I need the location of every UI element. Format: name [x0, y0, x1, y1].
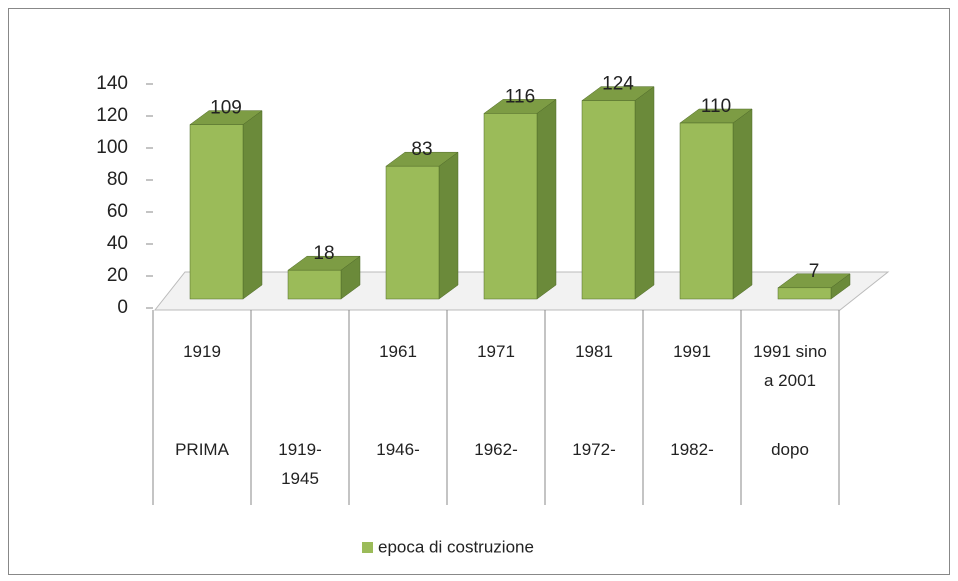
legend-swatch	[362, 542, 373, 553]
bar	[679, 122, 734, 300]
bar-side	[536, 98, 557, 300]
y-tick-label: 100	[96, 137, 128, 158]
y-tick-label: 20	[107, 265, 128, 286]
bar	[581, 100, 636, 300]
x-tick-label: 1991 sino a 2001	[753, 342, 827, 390]
x-tick-label: 1972-	[572, 440, 616, 459]
x-tick-label: 1981	[575, 342, 613, 361]
x-tick-label: 1982-	[670, 440, 714, 459]
legend-label: epoca di costruzione	[378, 537, 534, 556]
data-label: 83	[411, 139, 432, 160]
data-label: 7	[809, 261, 820, 282]
data-label: 109	[210, 98, 242, 119]
x-tick-label: 1991	[673, 342, 711, 361]
bar-side	[732, 108, 753, 300]
bar-side	[438, 151, 459, 300]
x-tick-label: 1961	[379, 342, 417, 361]
x-tick-label: 1962-	[474, 440, 518, 459]
bar	[189, 124, 244, 300]
bar-side	[634, 86, 655, 300]
bar	[483, 113, 538, 300]
data-label: 18	[313, 243, 334, 264]
y-tick-label: 60	[107, 201, 128, 222]
y-tick-label: 140	[96, 73, 128, 94]
y-tick-label: 40	[107, 233, 128, 254]
x-tick-label: PRIMA	[175, 440, 229, 459]
x-tick-label: dopo	[771, 440, 809, 459]
data-label: 116	[505, 86, 535, 107]
bar	[777, 287, 832, 300]
data-label: 124	[602, 74, 634, 95]
bar	[287, 269, 342, 300]
data-label: 110	[701, 96, 731, 117]
bar-side	[242, 110, 263, 300]
x-tick-label: 1919	[183, 342, 221, 361]
x-tick-label: 1971	[477, 342, 515, 361]
y-tick-label: 80	[107, 169, 128, 190]
bar	[385, 165, 440, 300]
y-tick-label: 0	[117, 297, 128, 318]
y-tick-label: 120	[96, 105, 128, 126]
x-tick-label: 1946-	[376, 440, 420, 459]
x-tick-label: 1919-1945	[278, 440, 322, 488]
